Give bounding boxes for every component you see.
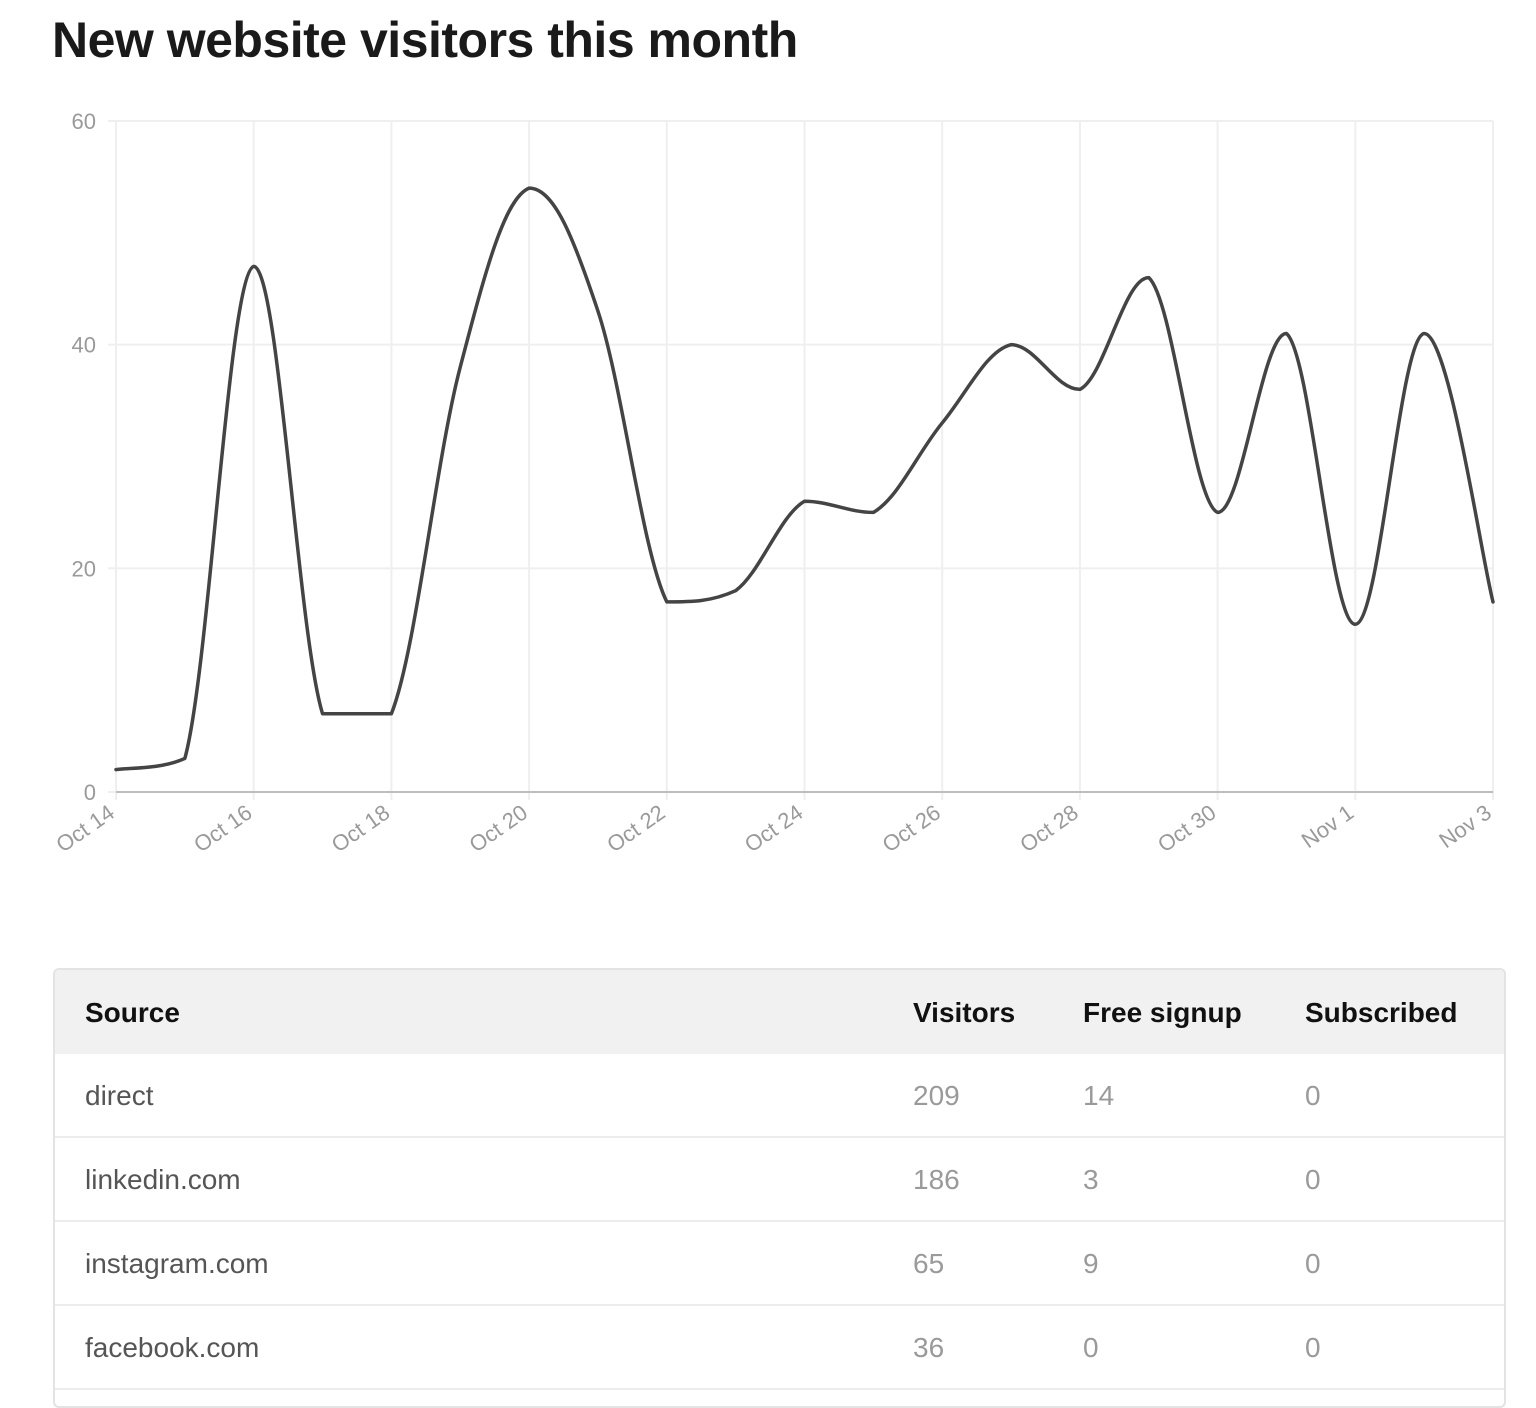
x-tick-label: Oct 20: [465, 800, 532, 858]
y-tick-label: 20: [72, 556, 96, 581]
y-tick-label: 40: [72, 333, 96, 358]
visitors-series-line: [114, 186, 1495, 772]
visitors-cell: 186: [913, 1164, 960, 1195]
subscribed-cell: 0: [1305, 1332, 1321, 1363]
x-tick-label: Oct 14: [51, 800, 118, 858]
x-tick-label: Oct 22: [602, 800, 669, 858]
free-signup-cell: 14: [1083, 1080, 1115, 1111]
table-row: instagram.com 65 9 0: [55, 1222, 1504, 1306]
free-signup-cell: 0: [1083, 1332, 1099, 1363]
visitors-cell: 65: [913, 1248, 945, 1279]
x-tick-label: Oct 28: [1015, 800, 1082, 858]
chart-series: [114, 186, 1495, 772]
column-header-subscribed[interactable]: Subscribed: [1305, 997, 1458, 1028]
x-tick-label: Nov 1: [1297, 800, 1358, 853]
x-tick-label: Oct 30: [1153, 800, 1220, 858]
chart-grid: [108, 120, 1494, 800]
column-header-source[interactable]: Source: [85, 997, 180, 1028]
y-tick-label: 0: [84, 780, 96, 805]
column-header-visitors[interactable]: Visitors: [913, 997, 1016, 1028]
visitors-line-chart: Oct 14 Oct 16 Oct 18 Oct 20 Oct 22 Oct 24 Oct …: [51, 109, 1495, 857]
visitors-cell: 36: [913, 1332, 945, 1363]
source-cell: direct: [85, 1080, 154, 1111]
x-tick-label: Oct 18: [327, 800, 394, 858]
free-signup-cell: 9: [1083, 1248, 1099, 1279]
traffic-sources-table: Source Visitors Free signup Subscribed d…: [53, 968, 1506, 1408]
table-row: linkedin.com 186 3 0: [55, 1138, 1504, 1222]
table-row: direct 209 14 0: [55, 1054, 1504, 1138]
table-row: facebook.com 36 0 0: [55, 1306, 1504, 1390]
page-title: New website visitors this month: [52, 12, 798, 68]
x-tick-label: Oct 16: [189, 800, 256, 858]
source-cell: facebook.com: [85, 1332, 260, 1363]
source-cell: instagram.com: [85, 1248, 269, 1279]
subscribed-cell: 0: [1305, 1248, 1321, 1279]
subscribed-cell: 0: [1305, 1080, 1321, 1111]
free-signup-cell: 3: [1083, 1164, 1099, 1195]
y-tick-label: 60: [72, 109, 96, 134]
x-tick-label: Oct 24: [740, 800, 807, 858]
column-header-free-signup[interactable]: Free signup: [1083, 997, 1242, 1028]
chart-tick-labels: Oct 14 Oct 16 Oct 18 Oct 20 Oct 22 Oct 24 Oct …: [51, 109, 1495, 857]
x-tick-label: Oct 26: [878, 800, 945, 858]
source-cell: linkedin.com: [85, 1164, 241, 1195]
visitors-cell: 209: [913, 1080, 960, 1111]
table-header-row: Source Visitors Free signup Subscribed: [55, 970, 1504, 1054]
subscribed-cell: 0: [1305, 1164, 1321, 1195]
x-tick-label: Nov 3: [1434, 800, 1495, 853]
